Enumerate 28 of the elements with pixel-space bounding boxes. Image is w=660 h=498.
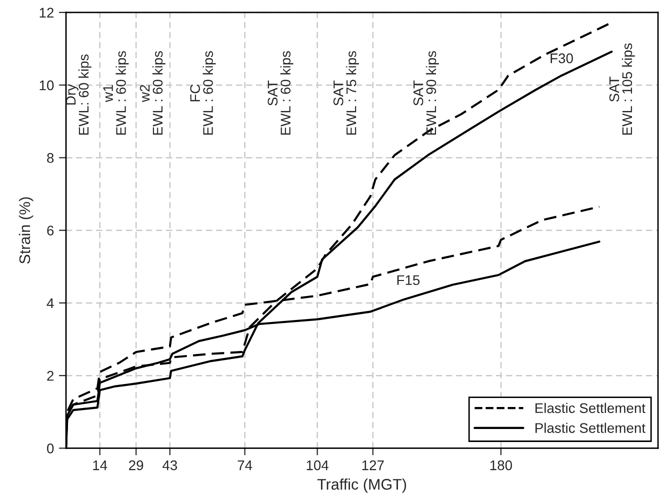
legend-label: Plastic Settlement [536,422,646,433]
x-tick-label: 127 [362,460,384,470]
x-axis-title: Traffic (MGT) [317,478,406,493]
annotation: SAT EWL : 75 kips [333,51,359,135]
annotation: SAT EWL : 105 kips [609,43,635,135]
legend-label: Elastic Settlement [536,402,646,414]
annotation: w1 EWL : 60 kips [103,51,129,135]
annotation: F30 [550,53,573,64]
annotation: SAT EWL : 60 kips [268,51,294,135]
x-tick-label: 43 [162,460,178,470]
annotation: w2 EWL : 60 kips [140,51,166,135]
y-tick-label: 6 [47,226,54,236]
annotation: Dry EWL: 60 kips [66,54,92,135]
y-tick-label: 12 [40,8,54,18]
y-tick-label: 0 [47,444,54,454]
x-tick-label: 74 [238,460,252,470]
x-tick-label: 29 [129,460,144,470]
annotation: SAT EWL : 90 kips [413,51,439,135]
annotation: FC EWL : 60 kips [190,51,216,135]
y-tick-label: 8 [47,153,54,163]
x-tick-label: 14 [93,460,108,470]
annotation: F15 [397,275,420,286]
y-tick-label: 2 [47,370,54,381]
y-tick-label: 4 [46,298,54,308]
x-tick-label: 104 [306,460,328,470]
y-axis-title: Strain (%) [18,197,34,264]
y-tick-label: 10 [40,80,54,90]
x-tick-label: 180 [490,460,512,470]
